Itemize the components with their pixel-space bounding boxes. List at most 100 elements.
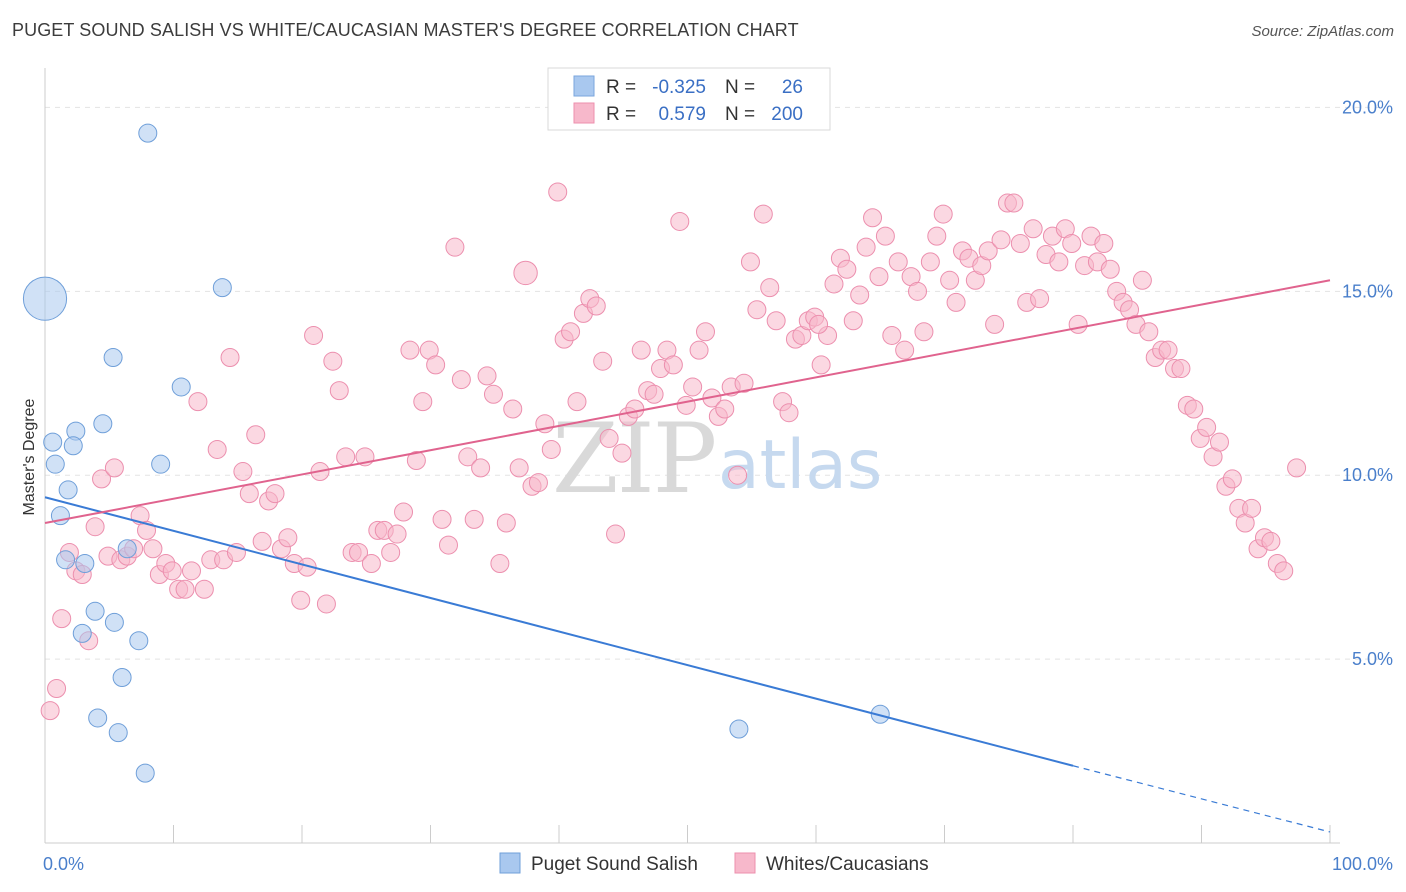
whites-caucasians-point[interactable] [528,473,548,493]
whites-caucasians-point[interactable] [856,237,876,257]
whites-caucasians-point[interactable] [1023,219,1043,239]
series-legend-swatch-pink[interactable] [734,852,756,874]
series-legend-swatch-blue[interactable] [499,852,521,874]
puget-sound-salish-point[interactable] [85,601,105,621]
whites-caucasians-point[interactable] [233,462,253,482]
puget-sound-salish-point[interactable] [112,667,132,687]
puget-sound-salish-point[interactable] [22,276,68,321]
whites-caucasians-point[interactable] [991,230,1011,250]
whites-caucasians-point[interactable] [513,260,538,286]
whites-caucasians-point[interactable] [548,182,568,202]
whites-caucasians-point[interactable] [683,377,703,397]
whites-caucasians-point[interactable] [606,524,626,544]
whites-caucasians-point[interactable] [863,208,883,228]
whites-caucasians-point[interactable] [933,204,953,224]
whites-caucasians-point[interactable] [471,458,491,478]
puget-sound-salish-point[interactable] [135,763,155,783]
whites-caucasians-point[interactable] [809,314,829,334]
whites-caucasians-point[interactable] [1062,234,1082,254]
whites-caucasians-point[interactable] [175,579,195,599]
whites-caucasians-point[interactable] [278,528,298,548]
whites-caucasians-point[interactable] [888,252,908,272]
whites-caucasians-point[interactable] [824,274,844,294]
whites-caucasians-point[interactable] [940,270,960,290]
whites-caucasians-point[interactable] [586,296,606,316]
whites-caucasians-point[interactable] [985,314,1005,334]
whites-caucasians-point[interactable] [541,439,561,459]
whites-caucasians-point[interactable] [47,679,67,699]
whites-caucasians-point[interactable] [265,484,285,504]
whites-caucasians-point[interactable] [1158,340,1178,360]
puget-sound-salish-point[interactable] [212,278,232,298]
puget-sound-salish-point[interactable] [63,436,83,456]
whites-caucasians-point[interactable] [734,373,754,393]
whites-caucasians-point[interactable] [631,340,651,360]
whites-caucasians-point[interactable] [490,553,510,573]
whites-caucasians-point[interactable] [747,300,767,320]
whites-caucasians-point[interactable] [496,513,516,533]
whites-caucasians-point[interactable] [895,340,915,360]
whites-caucasians-point[interactable] [252,531,272,551]
whites-caucasians-point[interactable] [291,590,311,610]
whites-caucasians-point[interactable] [349,542,369,562]
whites-caucasians-point[interactable] [920,252,940,272]
puget-sound-salish-point[interactable] [56,550,76,570]
whites-caucasians-point[interactable] [400,340,420,360]
whites-caucasians-point[interactable] [1132,270,1152,290]
whites-caucasians-point[interactable] [220,348,240,368]
series-legend-label-blue[interactable]: Puget Sound Salish [531,854,698,875]
whites-caucasians-point[interactable] [394,502,414,522]
whites-caucasians-point[interactable] [329,381,349,401]
whites-caucasians-point[interactable] [162,561,182,581]
series-legend-label-pink[interactable]: Whites/Caucasians [766,854,929,875]
whites-caucasians-point[interactable] [811,355,831,375]
whites-caucasians-point[interactable] [40,701,60,721]
whites-caucasians-point[interactable] [843,311,863,331]
whites-caucasians-point[interactable] [1242,498,1262,518]
puget-sound-salish-point[interactable] [58,480,78,500]
puget-sound-salish-point[interactable] [171,377,191,397]
puget-sound-salish-point[interactable] [117,539,137,559]
puget-sound-salish-point[interactable] [93,414,113,434]
whites-caucasians-point[interactable] [753,204,773,224]
whites-caucasians-point[interactable] [316,594,336,614]
whites-caucasians-point[interactable] [239,484,259,504]
whites-caucasians-point[interactable] [509,458,529,478]
whites-caucasians-point[interactable] [1197,417,1217,437]
whites-caucasians-point[interactable] [1171,359,1191,379]
whites-caucasians-point[interactable] [52,609,72,629]
whites-caucasians-point[interactable] [1184,399,1204,419]
whites-caucasians-point[interactable] [760,278,780,298]
whites-caucasians-point[interactable] [875,226,895,246]
puget-sound-salish-point[interactable] [108,723,128,743]
whites-caucasians-point[interactable] [207,439,227,459]
whites-caucasians-point[interactable] [850,285,870,305]
whites-caucasians-point[interactable] [361,553,381,573]
puget-sound-salish-point[interactable] [88,708,108,728]
whites-caucasians-point[interactable] [413,392,433,412]
whites-caucasians-point[interactable] [869,267,889,287]
whites-caucasians-point[interactable] [458,447,478,467]
whites-caucasians-point[interactable] [695,322,715,342]
whites-caucasians-point[interactable] [908,281,928,301]
whites-caucasians-point[interactable] [85,517,105,537]
whites-caucasians-point[interactable] [336,447,356,467]
whites-caucasians-point[interactable] [143,539,163,559]
whites-caucasians-point[interactable] [644,384,664,404]
whites-caucasians-point[interactable] [593,351,613,371]
puget-sound-salish-point[interactable] [729,719,749,739]
whites-caucasians-point[interactable] [978,241,998,261]
whites-caucasians-point[interactable] [728,465,748,485]
whites-caucasians-point[interactable] [1209,432,1229,452]
whites-caucasians-point[interactable] [914,322,934,342]
whites-caucasians-point[interactable] [483,384,503,404]
puget-sound-salish-point[interactable] [72,623,92,643]
puget-sound-salish-point[interactable] [75,553,95,573]
puget-sound-salish-point[interactable] [129,631,149,651]
whites-caucasians-point[interactable] [1049,252,1069,272]
whites-caucasians-point[interactable] [779,403,799,423]
whites-caucasians-point[interactable] [246,425,266,445]
whites-caucasians-point[interactable] [445,237,465,257]
whites-caucasians-point[interactable] [567,392,587,412]
whites-caucasians-point[interactable] [740,252,760,272]
